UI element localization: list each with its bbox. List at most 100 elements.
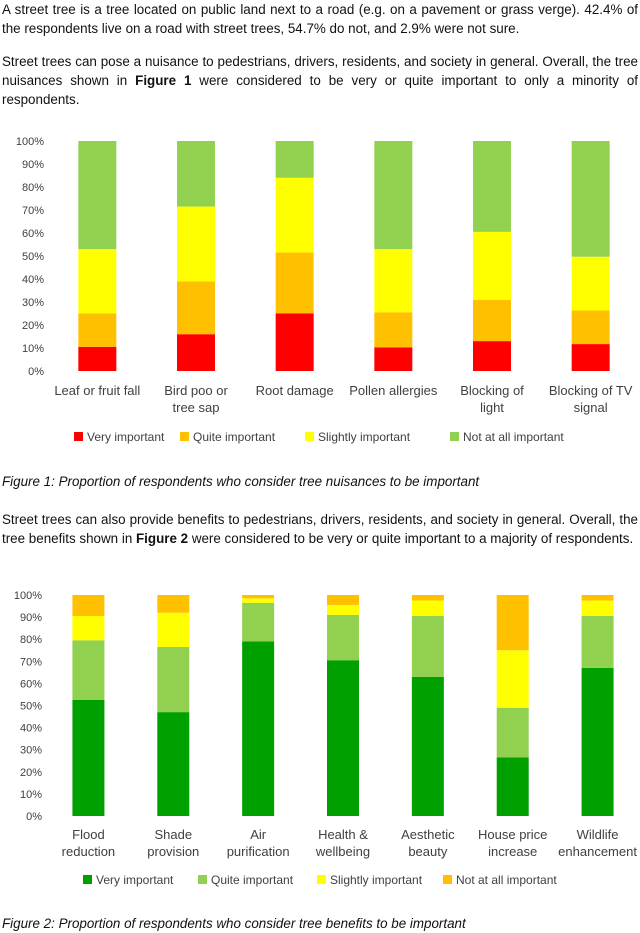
y-tick-label: 10% <box>20 789 42 801</box>
bar-segment <box>581 667 614 816</box>
bar-segment <box>496 707 529 758</box>
figure-2-reference: Figure 2 <box>136 531 189 546</box>
y-tick-label: 0% <box>26 811 42 823</box>
bar-segment <box>72 640 105 700</box>
y-tick-label: 80% <box>20 634 42 646</box>
bar-segment <box>581 600 614 616</box>
category-label: Blocking of light <box>460 383 524 415</box>
bar-segment <box>78 249 117 314</box>
y-tick-label: 50% <box>20 701 42 713</box>
bar-segment <box>72 615 105 641</box>
bar-segment <box>374 249 413 313</box>
bar-segment <box>275 177 314 253</box>
category-label: Shade provision <box>147 827 199 859</box>
bar-segment <box>177 334 215 371</box>
bar-segment <box>157 646 190 713</box>
benefits-chart: 0% 10% 20% 30% 40% 50% 60% 70% 80% 90% 100% Flood re… <box>14 590 637 887</box>
category-label: Pollen allergies <box>349 383 438 398</box>
bar-segment <box>327 604 359 615</box>
legend-label: Slightly important <box>330 873 423 887</box>
bar-segment <box>177 141 215 207</box>
bar-segment <box>411 615 444 677</box>
y-tick-label: 40% <box>20 723 42 735</box>
y-tick-label: 60% <box>22 228 44 240</box>
bar-segment <box>496 650 529 708</box>
bar-segment <box>242 641 275 816</box>
legend-swatch <box>83 875 92 884</box>
category-label: Air purification <box>227 827 290 859</box>
bar-segment <box>496 595 529 651</box>
legend-swatch <box>74 432 83 441</box>
y-tick-label: 90% <box>20 612 42 624</box>
y-tick-label: 70% <box>20 656 42 668</box>
bar-segment <box>78 346 117 371</box>
y-tick-label: 30% <box>22 297 44 309</box>
bar-segment <box>581 595 614 601</box>
legend-label: Slightly important <box>318 430 411 444</box>
bar-segment <box>473 341 511 371</box>
y-tick-label: 100% <box>14 590 42 602</box>
y-tick-label: 70% <box>22 205 44 217</box>
y-tick-label: 60% <box>20 678 42 690</box>
bar-segment <box>571 310 610 345</box>
bar-segment <box>157 595 190 613</box>
y-tick-label: 80% <box>22 182 44 194</box>
bar-segment <box>327 660 359 816</box>
bar-segment <box>157 712 190 816</box>
bar-segment <box>581 615 614 668</box>
legend-swatch <box>450 432 459 441</box>
legend-swatch <box>317 875 326 884</box>
y-tick-label: 100% <box>16 136 44 148</box>
benefits-paragraph: Street trees can also provide benefits t… <box>2 510 638 548</box>
nuisance-paragraph-text-a: Street trees can pose a nuisance to pede… <box>2 54 638 88</box>
y-tick-label: 0% <box>28 366 44 378</box>
legend-label: Very important <box>87 430 165 444</box>
figure-2-caption: Figure 2: Proportion of respondents who … <box>2 916 466 931</box>
legend-label: Quite important <box>211 873 294 887</box>
y-tick-label: 20% <box>20 767 42 779</box>
y-tick-label: 30% <box>20 745 42 757</box>
legend-swatch <box>305 432 314 441</box>
legend-swatch <box>198 875 207 884</box>
legend-swatch <box>180 432 189 441</box>
benefits-paragraph-text-a: Street trees can also provide benefits t… <box>2 512 638 546</box>
bar-segment <box>157 612 190 647</box>
bar-segment <box>78 313 117 347</box>
bar-segment <box>327 614 359 661</box>
bar-segment <box>275 252 314 314</box>
category-label: Blocking of TV signal <box>549 383 633 415</box>
nuisance-chart: 0% 10% 20% 30% 40% 50% 60% 70% 80% 90% 100% Leaf or… <box>16 136 633 444</box>
bar-segment <box>571 141 610 257</box>
bar-segment <box>571 344 610 371</box>
bar-segment <box>411 595 444 601</box>
legend-swatch <box>443 875 452 884</box>
category-label: Health & wellbeing <box>315 827 370 859</box>
bar-segment <box>571 256 610 311</box>
bar-segment <box>72 595 105 616</box>
nuisance-paragraph: Street trees can pose a nuisance to pede… <box>2 52 638 109</box>
category-label: Flood reduction <box>62 827 115 859</box>
bar-segment <box>275 313 314 371</box>
y-tick-label: 40% <box>22 274 44 286</box>
bar-segment <box>473 231 511 300</box>
bar-segment <box>374 141 413 250</box>
y-tick-label: 10% <box>22 343 44 355</box>
legend-label: Not at all important <box>456 873 557 887</box>
nuisance-paragraph-text-b: were considered to be very or quite impo… <box>2 73 638 107</box>
bar-segment <box>177 281 215 335</box>
category-label: Aesthetic beauty <box>401 827 455 859</box>
bar-segment <box>374 347 413 371</box>
legend-label: Very important <box>96 873 174 887</box>
bar-segment <box>242 602 275 642</box>
category-label: House price increase <box>478 827 547 859</box>
bar-segment <box>242 595 275 599</box>
category-label: Root damage <box>256 383 334 398</box>
legend-label: Not at all important <box>463 430 564 444</box>
bar-segment <box>411 676 444 816</box>
y-tick-label: 20% <box>22 320 44 332</box>
figure-1-reference: Figure 1 <box>135 73 192 88</box>
bar-segment <box>411 600 444 616</box>
bar-segment <box>72 699 105 816</box>
bar-segment <box>327 595 359 605</box>
legend-label: Quite important <box>193 430 276 444</box>
